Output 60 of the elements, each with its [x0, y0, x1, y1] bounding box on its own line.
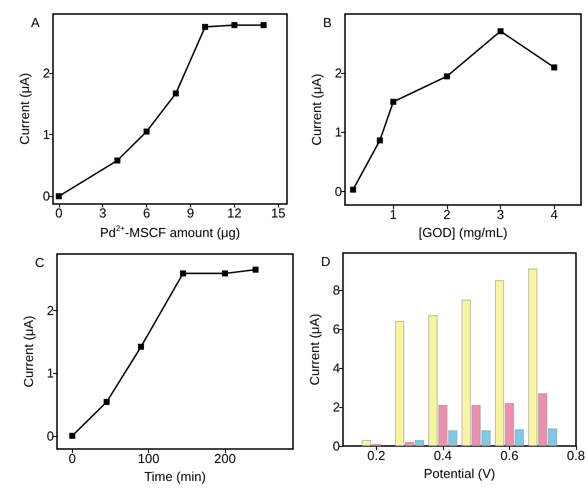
y-tick-label: 4: [332, 360, 340, 376]
point: [172, 90, 179, 96]
y-tick-label: 2: [332, 400, 340, 415]
x-tick-label: 0.6: [500, 448, 518, 463]
point: [260, 22, 267, 28]
x-axis-title: Potential (V): [424, 466, 496, 481]
text: D: [321, 254, 330, 269]
x-tick-label: 1: [390, 207, 397, 222]
y-tick-label: 1: [46, 366, 54, 381]
point: [222, 270, 228, 276]
x-tick-label: 2: [443, 207, 451, 222]
point: [390, 98, 396, 105]
x-tick-label: 0.4: [434, 448, 452, 463]
x-tick-label: 3: [496, 207, 504, 222]
y-axis-title: Current (μA): [309, 74, 324, 146]
text: B: [323, 15, 332, 30]
point: [180, 270, 186, 276]
x-axis-title: Time (min): [144, 468, 206, 484]
y-tick-label: 0: [42, 188, 50, 204]
x-tick-label: 9: [186, 206, 194, 221]
x-tick-label: 0.8: [566, 448, 586, 463]
point: [350, 186, 356, 193]
y-tick-label: 2: [46, 302, 54, 318]
x-tick-label: 200: [214, 451, 236, 466]
point: [138, 344, 144, 350]
x-tick-label: 0: [68, 451, 76, 466]
point: [252, 266, 259, 273]
y-tick-label: 1: [334, 124, 342, 140]
y-tick-label: 1: [42, 127, 50, 142]
text: C: [35, 255, 44, 270]
y-tick-label: 0: [46, 428, 54, 444]
point: [202, 24, 208, 30]
point: [551, 64, 558, 70]
y-tick-label: 6: [332, 322, 340, 337]
point: [56, 193, 62, 200]
x-tick-label: 0.2: [367, 448, 386, 463]
x-tick-label: 6: [142, 206, 150, 221]
x-tick-label: 12: [227, 206, 242, 221]
x-tick-label: 3: [99, 206, 106, 221]
y-tick-label: 8: [332, 282, 340, 298]
point: [104, 398, 110, 405]
y-tick-label: 2: [42, 66, 50, 81]
point: [376, 137, 383, 144]
point: [231, 22, 238, 28]
x-tick-label: 4: [550, 207, 558, 222]
point: [114, 158, 120, 164]
x-tick-label: 15: [270, 206, 286, 221]
y-tick-label: 0: [334, 184, 342, 199]
point: [69, 432, 76, 439]
x-axis-title: [GOD] (mg/mL): [418, 225, 508, 240]
point: [498, 28, 504, 34]
x-tick-label: 100: [138, 451, 160, 466]
y-tick-label: 0: [332, 438, 340, 454]
text: A: [31, 15, 40, 30]
y-axis-title: Current (μA): [21, 316, 36, 388]
point: [144, 128, 150, 135]
y-axis-title: Current (μA): [307, 314, 322, 386]
y-axis-title: Current (μA): [17, 72, 32, 145]
y-tick-label: 2: [334, 65, 342, 80]
point: [444, 73, 450, 80]
